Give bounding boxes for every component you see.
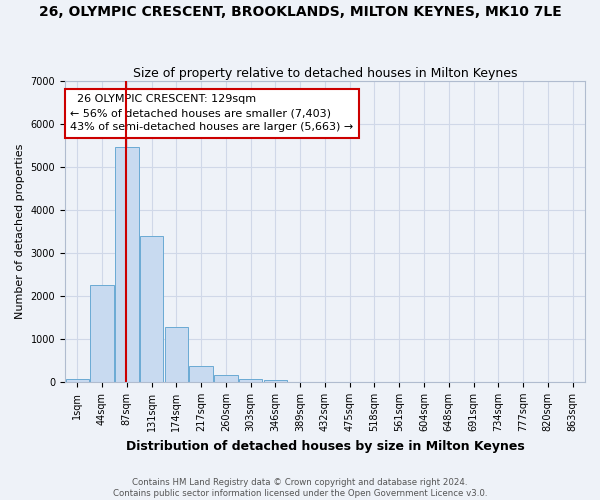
Bar bbox=[239, 378, 262, 382]
Bar bbox=[214, 376, 238, 382]
Bar bbox=[90, 284, 114, 382]
Bar bbox=[263, 380, 287, 382]
X-axis label: Distribution of detached houses by size in Milton Keynes: Distribution of detached houses by size … bbox=[125, 440, 524, 452]
Text: Contains HM Land Registry data © Crown copyright and database right 2024.
Contai: Contains HM Land Registry data © Crown c… bbox=[113, 478, 487, 498]
Bar bbox=[164, 327, 188, 382]
Bar bbox=[115, 148, 139, 382]
Title: Size of property relative to detached houses in Milton Keynes: Size of property relative to detached ho… bbox=[133, 66, 517, 80]
Bar bbox=[190, 366, 213, 382]
Text: 26 OLYMPIC CRESCENT: 129sqm
← 56% of detached houses are smaller (7,403)
43% of : 26 OLYMPIC CRESCENT: 129sqm ← 56% of det… bbox=[70, 94, 353, 132]
Bar bbox=[140, 236, 163, 382]
Y-axis label: Number of detached properties: Number of detached properties bbox=[15, 144, 25, 319]
Bar bbox=[65, 380, 89, 382]
Text: 26, OLYMPIC CRESCENT, BROOKLANDS, MILTON KEYNES, MK10 7LE: 26, OLYMPIC CRESCENT, BROOKLANDS, MILTON… bbox=[38, 5, 562, 19]
